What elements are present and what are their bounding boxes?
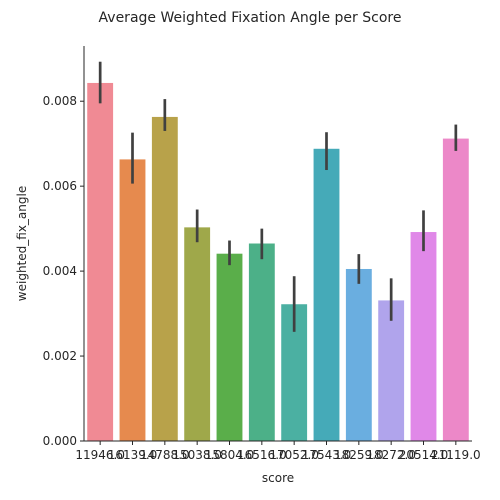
x-tick-label: 18259.0 xyxy=(334,448,384,462)
x-ticks: 11946.016139.014788.015038.015804.016516… xyxy=(75,441,481,462)
x-tick-label: 14788.0 xyxy=(140,448,190,462)
y-axis-label: weighted_fix_angle xyxy=(15,186,29,301)
bar-18272.0 xyxy=(378,300,405,441)
bar-18259.0 xyxy=(345,268,372,441)
x-tick-label: 20514.0 xyxy=(399,448,449,462)
bar-21119.0 xyxy=(442,138,469,441)
x-tick-label: 17052.0 xyxy=(269,448,319,462)
bar-14788.0 xyxy=(151,116,178,441)
bar-17543.0 xyxy=(313,148,340,441)
bar-20514.0 xyxy=(410,232,437,441)
x-axis-label: score xyxy=(262,471,294,485)
x-tick-label: 11946.0 xyxy=(75,448,125,462)
y-tick-label: 0.008 xyxy=(43,94,77,108)
x-tick-label: 18272.0 xyxy=(366,448,416,462)
y-tick-label: 0.006 xyxy=(43,179,77,193)
x-tick-label: 15038.0 xyxy=(172,448,222,462)
x-tick-label: 17543.0 xyxy=(302,448,352,462)
bar-15804.0 xyxy=(216,253,243,441)
y-tick-label: 0.002 xyxy=(43,349,77,363)
y-tick-label: 0.000 xyxy=(43,434,77,448)
chart-title: Average Weighted Fixation Angle per Scor… xyxy=(99,10,402,26)
x-tick-label: 15804.0 xyxy=(205,448,255,462)
y-ticks: 0.000 0.002 0.004 0.006 0.008 xyxy=(43,94,84,448)
bar-15038.0 xyxy=(184,227,211,441)
bar-11946.0 xyxy=(87,82,114,442)
x-tick-label: 21119.0 xyxy=(431,448,481,462)
error-bars-layer xyxy=(98,61,458,332)
x-tick-label: 16516.0 xyxy=(237,448,287,462)
bars-layer xyxy=(87,82,469,442)
x-tick-label: 16139.0 xyxy=(108,448,158,462)
bar-16516.0 xyxy=(248,243,275,441)
bar-16139.0 xyxy=(119,159,146,441)
y-tick-label: 0.004 xyxy=(43,264,77,278)
